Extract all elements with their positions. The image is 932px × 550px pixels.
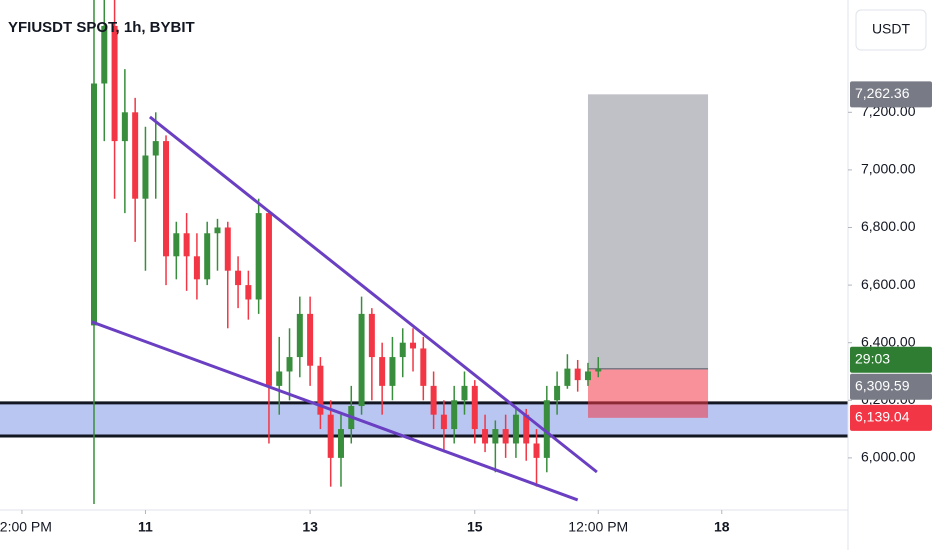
y-tick-label: 6,400.00 (861, 333, 916, 349)
last-price-tag: 6,309.59 (855, 377, 910, 393)
candle-body (595, 368, 602, 372)
candle-body (554, 385, 561, 401)
candle-body (502, 429, 509, 444)
candle-body (255, 213, 262, 300)
candle-body (543, 400, 550, 458)
candle-body (358, 313, 365, 407)
candle-body (163, 141, 170, 257)
stop-price-tag-bg (850, 404, 932, 431)
y-tick-label: 7,000.00 (861, 161, 916, 177)
support-zone (0, 402, 848, 436)
target-price-tag-bg (850, 81, 932, 108)
x-tick-label: 18 (714, 519, 730, 535)
candle-body (461, 385, 468, 401)
countdown-bg (850, 346, 932, 373)
candle-body (296, 313, 303, 358)
candle-body (307, 313, 314, 366)
x-tick-label: 11 (138, 519, 153, 535)
candle-body (101, 25, 108, 84)
candle-body (440, 414, 447, 430)
candle-body (482, 429, 489, 444)
candle-body (121, 112, 128, 142)
trend-line (91, 320, 579, 502)
candle-body (317, 365, 324, 415)
candle-body (399, 342, 406, 358)
candle-body (327, 414, 334, 458)
candle-body (142, 155, 149, 199)
candle-body (492, 429, 499, 444)
candle-body (193, 256, 200, 280)
candle-body (235, 270, 242, 286)
candle-body (379, 357, 386, 386)
candle-body (245, 285, 252, 300)
candle-body (214, 227, 221, 234)
candle-body (132, 112, 139, 199)
candle-body (224, 227, 231, 271)
x-tick-label: 12:00 PM (568, 519, 628, 535)
x-tick-label: 15 (467, 519, 483, 535)
candle-body (90, 83, 97, 326)
candle-body (173, 233, 180, 257)
candle-body (265, 213, 272, 386)
candle-body (337, 429, 344, 458)
candle-body (533, 443, 540, 458)
chart-title: YFIUSDT SPOT, 1h, BYBIT (8, 19, 195, 36)
target-zone (587, 94, 709, 369)
candle-body (564, 368, 571, 386)
candle-body (471, 385, 478, 430)
currency-button[interactable] (855, 9, 927, 51)
trend-line (148, 115, 598, 474)
stop-zone (587, 368, 709, 418)
candle-body (451, 400, 458, 430)
candle-body (111, 25, 118, 142)
candle-body (584, 371, 591, 381)
currency-label[interactable]: USDT (872, 21, 911, 37)
x-tick-label: 13 (302, 519, 318, 535)
plot (0, 0, 848, 504)
candle-body (523, 414, 530, 444)
y-tick-label: 6,800.00 (861, 218, 916, 234)
candle-body (204, 233, 211, 280)
candle-body (420, 348, 427, 386)
candle-body (574, 368, 581, 381)
candle-body (410, 342, 417, 349)
candle-body (286, 357, 293, 372)
countdown: 29:03 (855, 350, 890, 366)
x-tick-label: 12:00 PM (0, 519, 52, 535)
y-tick-label: 6,000.00 (861, 449, 916, 465)
y-tick-label: 6,600.00 (861, 276, 916, 292)
candle-body (430, 385, 437, 415)
candle-body (183, 233, 190, 257)
last-price-tag-bg (850, 373, 932, 400)
candle-body (368, 313, 375, 358)
target-price-tag: 7,262.36 (855, 85, 910, 101)
candle-body (512, 414, 519, 444)
candle-body (152, 141, 159, 156)
candle-body (389, 357, 396, 386)
stop-price-tag: 6,139.04 (855, 409, 910, 425)
candle-body (276, 371, 283, 386)
